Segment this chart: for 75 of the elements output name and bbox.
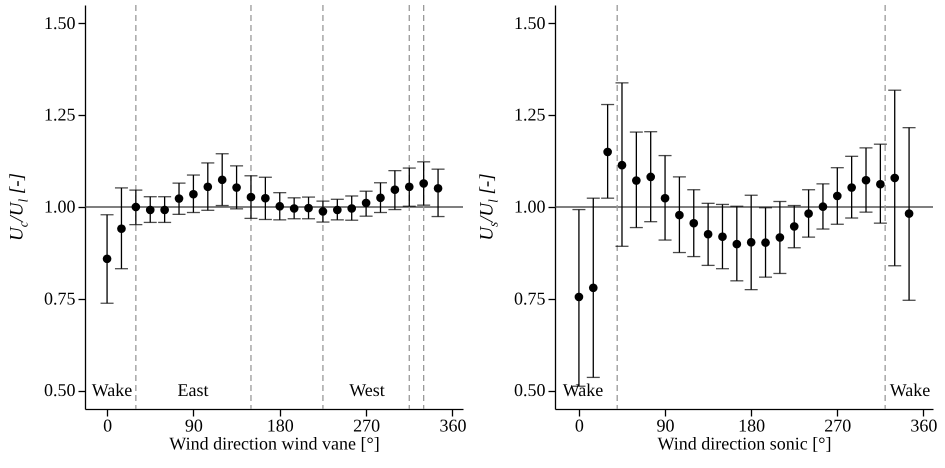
y-tick-label: 0.75	[44, 288, 76, 308]
y-tick-label: 0.75	[514, 288, 546, 308]
point	[117, 224, 126, 233]
point	[574, 292, 584, 302]
x-tick-label: 0	[103, 416, 112, 436]
x-tick-label: 90	[184, 416, 203, 436]
point	[376, 193, 385, 202]
point	[832, 192, 842, 200]
point	[390, 185, 400, 194]
point	[746, 238, 756, 247]
y-tick-label: 0.50	[44, 380, 76, 400]
y-tick-label: 0.50	[514, 380, 546, 400]
x-tick-label: 360	[910, 416, 938, 436]
x-tick-label: 360	[439, 416, 466, 436]
point	[218, 176, 227, 184]
point	[890, 174, 900, 182]
x-tick-label: 270	[353, 416, 380, 436]
point	[160, 206, 169, 214]
point	[689, 218, 698, 228]
x-tick-label: 90	[656, 416, 675, 436]
point	[660, 194, 670, 203]
point	[261, 194, 270, 203]
point	[790, 222, 799, 231]
point	[232, 183, 241, 192]
point	[290, 204, 298, 213]
point	[804, 209, 813, 218]
point	[588, 283, 598, 292]
annotation: Wake	[92, 380, 132, 400]
point	[404, 182, 414, 192]
point	[275, 202, 284, 211]
point	[761, 238, 770, 247]
y-tick-label: 1.00	[514, 196, 546, 216]
point	[304, 204, 313, 212]
point	[718, 232, 727, 242]
point	[434, 184, 442, 193]
y-tick-label: 1.00	[44, 196, 76, 216]
point	[862, 176, 870, 185]
x-axis-title: Wind direction sonic [°]	[658, 434, 832, 454]
point	[732, 240, 742, 248]
annotation: Wake	[562, 380, 604, 400]
point	[904, 209, 914, 218]
point	[174, 194, 184, 203]
point	[102, 254, 112, 264]
point	[675, 210, 684, 220]
point	[189, 190, 198, 198]
point	[332, 206, 342, 214]
point	[132, 202, 140, 212]
x-tick-label: 180	[738, 416, 766, 436]
point	[146, 206, 155, 214]
point	[646, 172, 656, 182]
annotation: West	[349, 380, 385, 400]
annotation: East	[178, 380, 208, 400]
point	[203, 182, 212, 192]
x-tick-label: 270	[824, 416, 852, 436]
point	[603, 148, 612, 156]
x-tick-label: 180	[266, 416, 294, 436]
point	[776, 233, 784, 242]
y-tick-label: 1.50	[514, 12, 546, 33]
x-tick-label: 0	[574, 416, 584, 436]
point	[618, 160, 626, 170]
y-tick-label: 1.25	[514, 104, 546, 125]
x-axis-title: Wind direction wind vane [°]	[169, 434, 380, 454]
annotation: Wake	[890, 380, 930, 400]
y-tick-label: 1.50	[44, 12, 76, 33]
point	[419, 179, 428, 188]
point	[704, 230, 712, 238]
y-tick-label: 1.25	[44, 104, 76, 125]
point	[246, 192, 256, 202]
point	[318, 207, 328, 216]
point	[876, 180, 885, 189]
point	[632, 176, 641, 185]
point	[818, 202, 828, 211]
point	[362, 198, 370, 208]
point	[847, 183, 856, 192]
point	[347, 204, 356, 213]
